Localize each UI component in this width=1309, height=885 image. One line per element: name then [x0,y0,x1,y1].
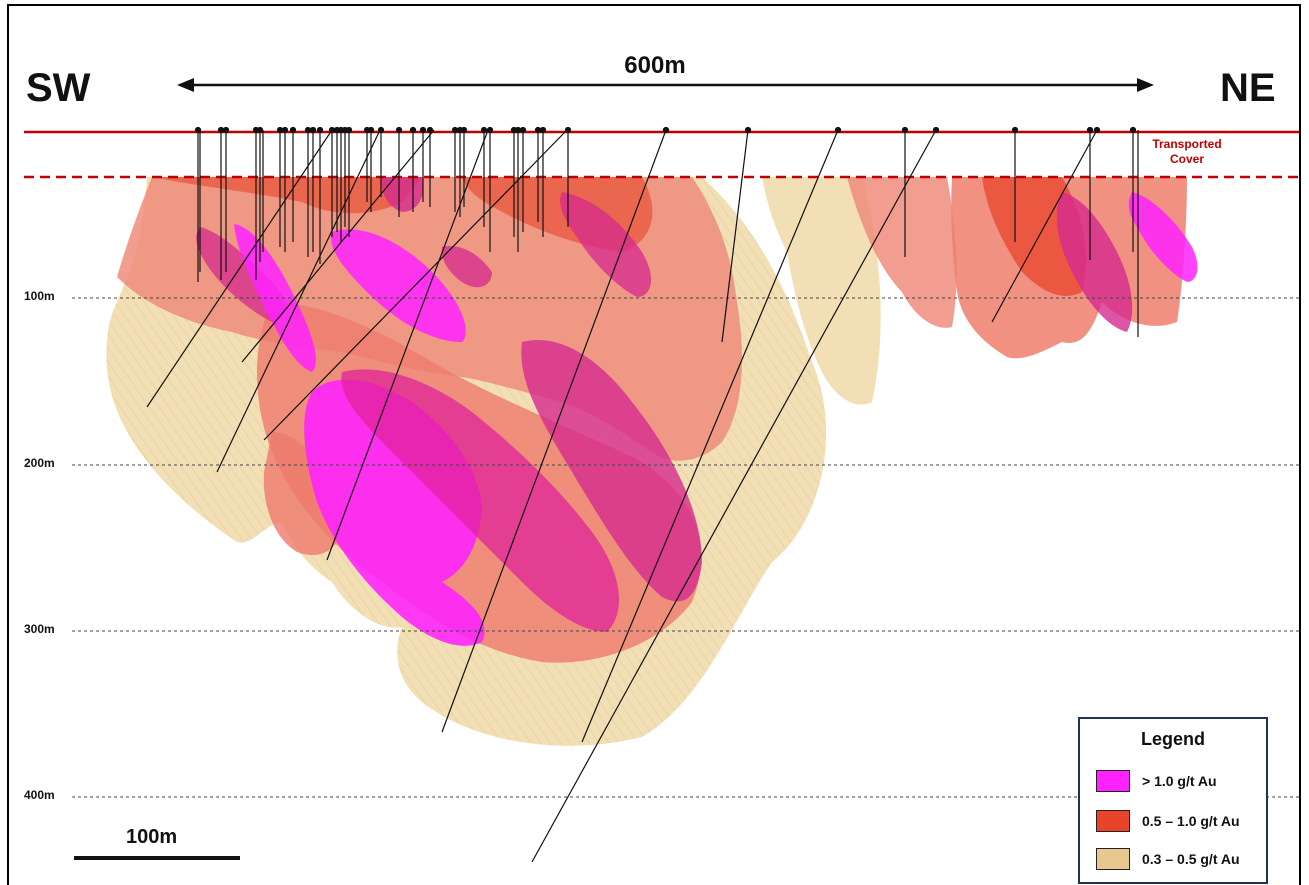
mid-grade-band-top [152,177,422,214]
legend-swatch [1096,810,1130,832]
inclined-drill-holes [146,126,1098,863]
legend-item-low-grade: 0.3 – 0.5 g/t Au [1096,847,1240,871]
depth-label-100: 100m [24,289,55,303]
high-grade-lens-8 [441,246,492,288]
mid-grade-lobe [263,432,343,556]
legend-item-label: > 1.0 g/t Au [1142,773,1217,789]
high-grade-ne-2 [1128,192,1198,282]
legend-title: Legend [1140,729,1205,749]
sw-direction-label: SW [26,66,91,110]
legend-swatch [1096,770,1130,792]
scale-bar-label: 100m [126,826,178,848]
depth-label-300: 300m [24,622,55,636]
depth-label-200: 200m [24,456,55,470]
high-grade-ne-1 [1056,192,1133,332]
high-grade-zone [196,177,1198,646]
legend-item-label: 0.5 – 1.0 g/t Au [1142,813,1240,829]
legend: Legend > 1.0 g/t Au 0.5 – 1.0 g/t Au 0.3… [1078,717,1268,884]
legend-item-label: 0.3 – 0.5 g/t Au [1142,851,1240,867]
width-label: 600m [624,52,686,79]
low-grade-body-mid [762,177,881,405]
high-grade-lens-2 [234,224,316,372]
mid-grade-ne1 [847,177,957,328]
cross-section-frame [7,4,1301,885]
mid-grade-zone [117,177,1187,663]
transported-cover-label: Transported Cover [1152,137,1222,166]
width-arrow [177,78,1154,92]
cross-section-diagram [24,78,1299,863]
high-grade-lens-7 [560,192,652,297]
legend-swatch [1096,848,1130,870]
high-grade-lens-5 [341,369,619,632]
depth-label-400: 400m [24,788,55,802]
high-grade-lens-3 [331,229,466,342]
ne-direction-label: NE [1220,66,1276,110]
legend-item-mid-grade: 0.5 – 1.0 g/t Au [1096,809,1240,833]
high-grade-lens-6 [521,340,702,602]
legend-item-high-grade: > 1.0 g/t Au [1096,769,1217,793]
